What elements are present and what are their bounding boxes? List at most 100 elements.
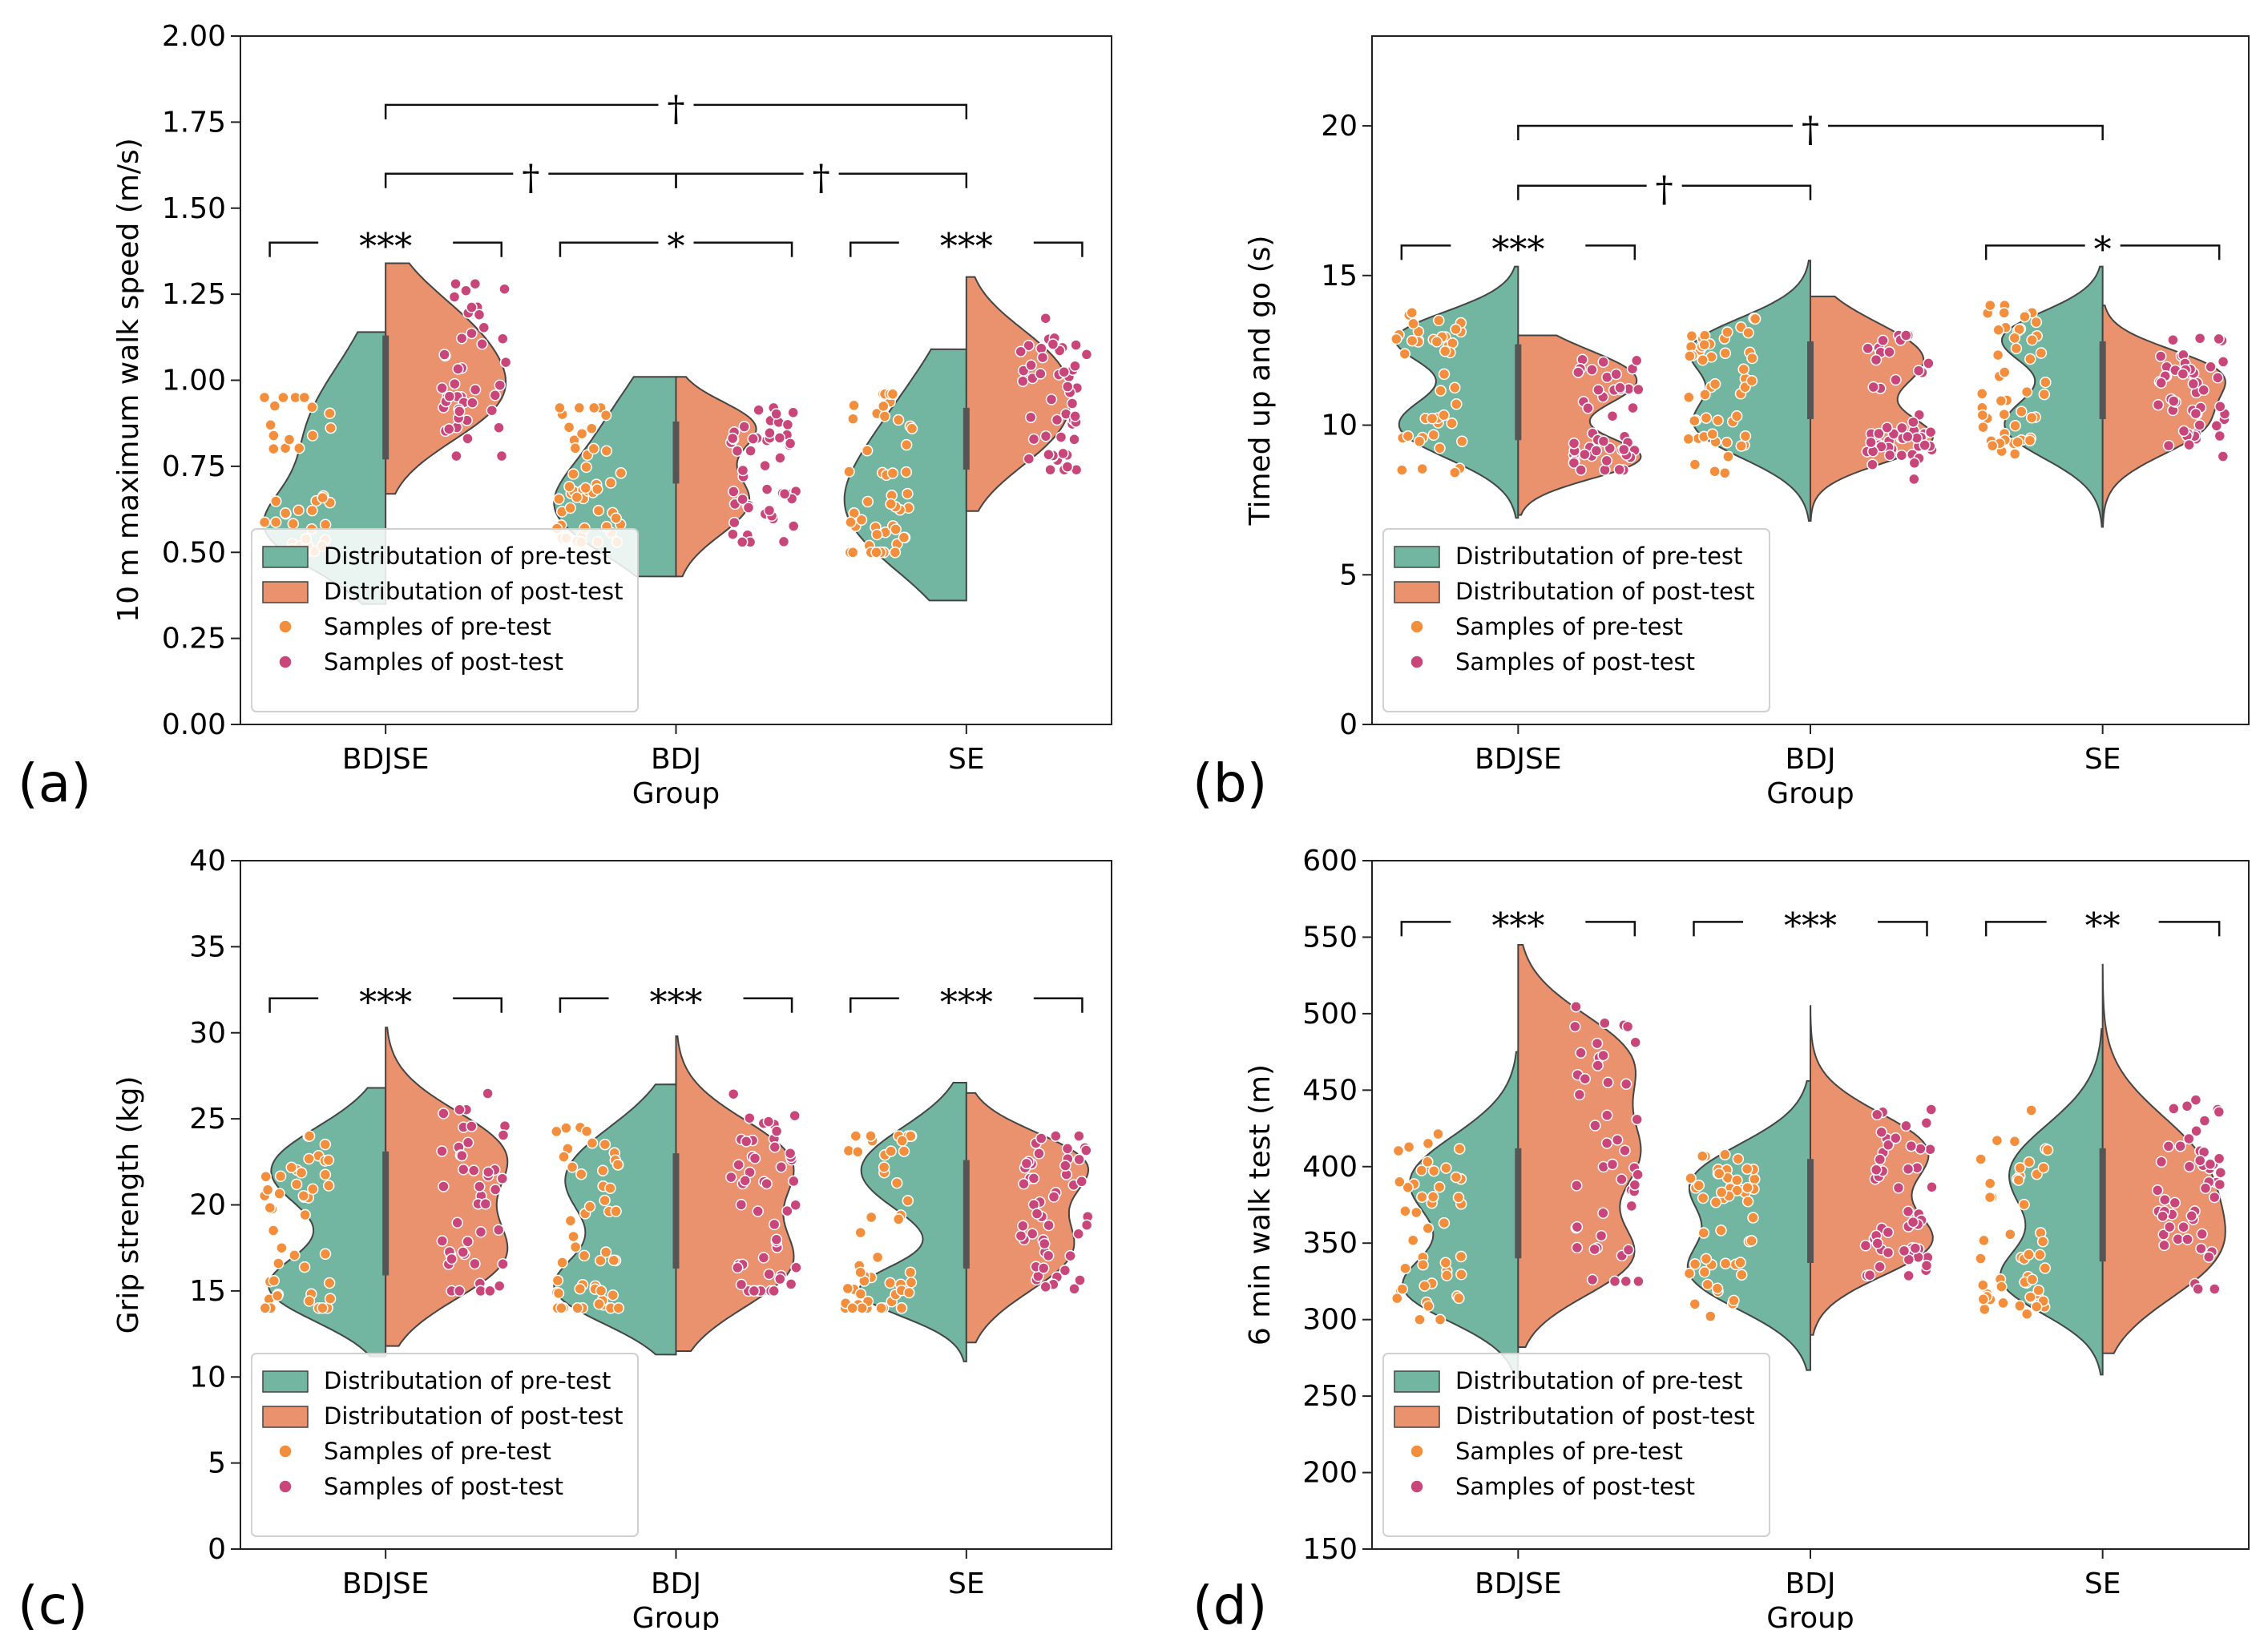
post-sample-point	[1895, 449, 1908, 462]
pre-sample-point	[268, 430, 280, 442]
post-sample-point	[1568, 457, 1580, 469]
pre-sample-point	[1700, 1253, 1713, 1265]
post-sample-point	[2214, 1166, 2227, 1179]
post-sample-point	[1043, 449, 1055, 461]
legend-marker	[278, 1444, 293, 1459]
pre-sample-point	[555, 1302, 567, 1314]
pre-sample-point	[892, 1213, 905, 1225]
pre-sample-point	[2014, 1162, 2026, 1174]
post-sample-point	[1908, 457, 1921, 470]
pre-sample-point	[848, 399, 860, 412]
pre-sample-point	[319, 1248, 332, 1261]
post-sample-point	[1023, 453, 1035, 465]
post-sample-point	[2212, 372, 2224, 384]
post-sample-point	[1073, 1130, 1085, 1142]
significance-label: ***	[650, 982, 703, 1023]
pre-sample-point	[871, 1251, 884, 1264]
post-sample-point	[1613, 463, 1625, 476]
post-sample-point	[774, 452, 786, 464]
pre-sample-point	[610, 512, 622, 524]
post-sample-point	[1068, 434, 1080, 446]
pre-sample-point	[878, 1161, 890, 1173]
post-sample-point	[1912, 365, 1925, 377]
pre-sample-point	[1719, 347, 1732, 359]
pre-sample-point	[1392, 1144, 1405, 1157]
pre-sample-point	[1697, 1192, 1709, 1204]
pre-sample-point	[1709, 1196, 1722, 1208]
legend-label: Samples of pre-test	[1455, 613, 1683, 640]
pre-sample-point	[2040, 376, 2052, 389]
post-sample-point	[1632, 383, 1645, 396]
post-sample-point	[453, 1285, 466, 1297]
post-sample-point	[1050, 1130, 1062, 1142]
post-sample-point	[438, 1180, 450, 1192]
pre-sample-point	[1414, 1313, 1426, 1325]
pre-sample-point	[2008, 448, 2021, 460]
pre-sample-point	[906, 422, 918, 435]
pre-sample-point	[885, 1145, 897, 1157]
pre-sample-point	[1422, 1156, 1434, 1168]
pre-sample-point	[1427, 429, 1440, 442]
post-sample-point	[1035, 368, 1047, 380]
pre-sample-point	[558, 1151, 570, 1163]
post-sample-point	[1632, 1168, 1644, 1180]
post-sample-point	[462, 1136, 474, 1149]
pre-sample-point	[322, 1180, 335, 1192]
x-tick-label: BDJSE	[1475, 1567, 1562, 1600]
post-sample-point	[1874, 1261, 1886, 1273]
y-tick-label: 550	[1302, 921, 1358, 954]
post-sample-point	[482, 1087, 494, 1099]
post-sample-point	[1597, 1207, 1609, 1220]
pre-sample-point	[875, 1302, 887, 1314]
pre-sample-point	[2023, 1156, 2036, 1168]
post-sample-point	[479, 1198, 492, 1210]
post-sample-point	[1608, 1275, 1621, 1288]
y-tick-label: 1.50	[162, 192, 226, 225]
significance-bracket	[1517, 184, 1647, 200]
pre-sample-point	[1996, 1281, 2008, 1293]
post-sample-point	[1042, 1249, 1055, 1262]
pre-sample-point	[1432, 1128, 1444, 1140]
post-sample-point	[1037, 1262, 1050, 1274]
post-sample-point	[735, 1199, 748, 1211]
pre-sample-point	[895, 1302, 908, 1314]
significance-bracket	[743, 997, 793, 1013]
post-sample-point	[1059, 1160, 1071, 1172]
significance-bracket	[268, 997, 319, 1013]
pre-violin	[268, 1087, 387, 1358]
pre-sample-point	[1697, 354, 1709, 366]
pre-sample-point	[2009, 420, 2021, 432]
post-sample-point	[1045, 393, 1058, 405]
post-sample-point	[777, 535, 790, 548]
post-sample-point	[787, 520, 800, 532]
post-sample-point	[489, 1184, 502, 1196]
pre-sample-point	[1406, 334, 1419, 347]
pre-sample-point	[612, 1302, 625, 1314]
pre-sample-point	[1977, 1279, 1989, 1291]
post-sample-point	[1039, 1281, 1051, 1293]
post-sample-point	[1620, 1275, 1632, 1288]
pre-sample-point	[586, 1137, 599, 1149]
significance-bracket	[1984, 921, 2047, 937]
y-tick-label: 200	[1302, 1457, 1358, 1490]
significance-bracket	[1400, 921, 1451, 937]
post-sample-point	[1599, 464, 1611, 476]
significance-bracket	[268, 241, 319, 257]
post-sample-point	[740, 1136, 753, 1148]
pre-sample-point	[2023, 1249, 2035, 1261]
post-sample-point	[1890, 373, 1902, 386]
post-sample-point	[747, 433, 759, 445]
post-sample-point	[1627, 401, 1639, 414]
y-tick-label: 40	[189, 845, 226, 878]
legend-box	[251, 528, 639, 712]
post-sample-point	[775, 1161, 788, 1173]
post-sample-point	[1024, 411, 1037, 423]
post-sample-point	[436, 382, 448, 394]
significance-label: ***	[1491, 229, 1544, 270]
pre-sample-point	[898, 531, 910, 543]
legend-label: Distributation of post-test	[324, 578, 623, 605]
pre-sample-point	[1433, 1180, 1446, 1193]
post-sample-point	[498, 283, 511, 295]
post-sample-point	[466, 327, 478, 340]
